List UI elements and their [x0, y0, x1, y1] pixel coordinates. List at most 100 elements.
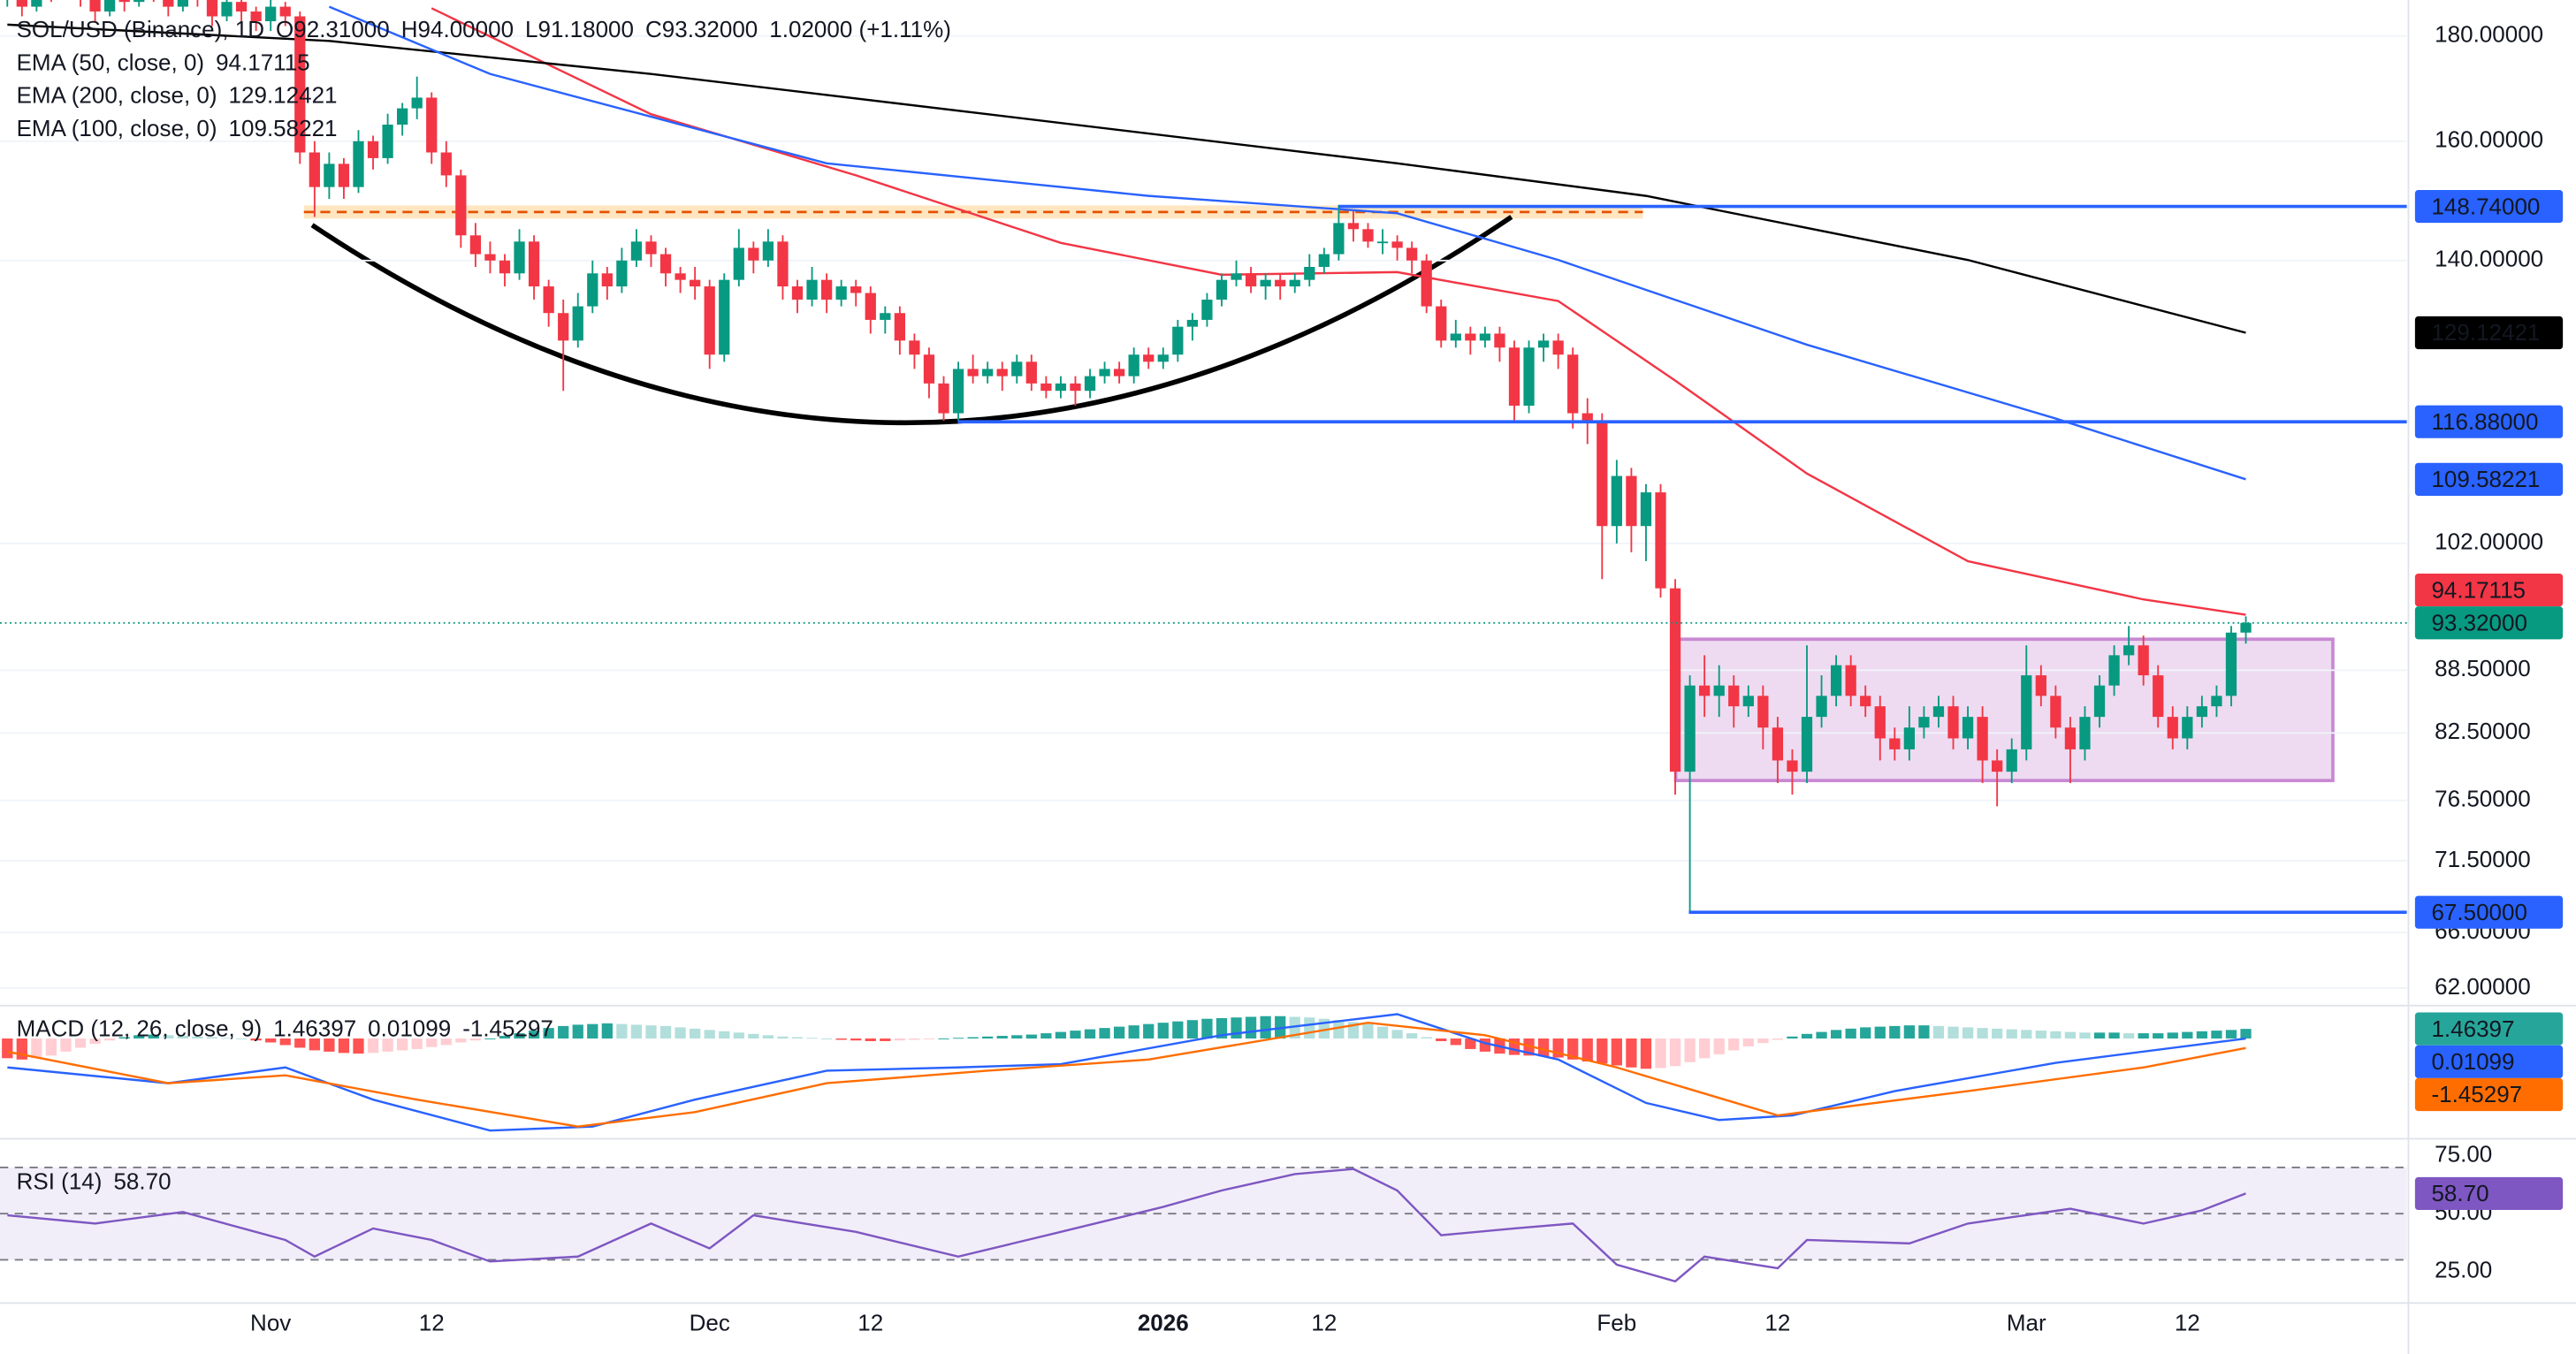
histogram-bar — [31, 1038, 42, 1059]
histogram-bar — [133, 1035, 145, 1039]
candle-body — [1889, 738, 1901, 749]
histogram-bar — [469, 1038, 482, 1041]
candle-body — [1699, 685, 1711, 696]
candle-body — [397, 108, 408, 126]
histogram-bar — [1684, 1038, 1696, 1062]
histogram-bar — [894, 1038, 905, 1041]
histogram-bar — [1333, 1020, 1345, 1039]
candle-body — [1186, 319, 1199, 327]
histogram-bar — [1011, 1035, 1023, 1039]
candle-body — [1713, 685, 1725, 696]
candle-body — [1055, 383, 1067, 392]
legend-value: -1.45297 — [462, 1016, 553, 1042]
histogram-bar — [440, 1038, 452, 1046]
histogram-bar — [1289, 1016, 1300, 1039]
price-tag — [2414, 1077, 2564, 1112]
ohlc-value: 1.02000 (+1.11%) — [769, 16, 951, 42]
candle-body — [835, 286, 847, 300]
histogram-bar — [1567, 1038, 1579, 1060]
histogram-bar — [1143, 1023, 1155, 1039]
legend-value: 1.46397 — [273, 1016, 356, 1042]
histogram-bar — [1918, 1025, 1930, 1039]
histogram-bar — [324, 1038, 335, 1052]
macd-line — [7, 1021, 2246, 1128]
legend-value: 129.12421 — [229, 82, 338, 109]
legend-value: 94.17115 — [216, 49, 310, 75]
x-tick-label: 12 — [1764, 1309, 1790, 1335]
candle-body — [2021, 675, 2032, 749]
candle-body — [514, 241, 525, 274]
histogram-bar — [2167, 1032, 2178, 1039]
y-tick-label: 88.50000 — [2435, 655, 2530, 681]
candle-body — [1830, 665, 1842, 696]
candle-body — [1611, 475, 1622, 527]
histogram-bar — [1992, 1028, 2003, 1039]
histogram-bar — [45, 1038, 57, 1056]
price-tag-label: 148.74000 — [2431, 193, 2540, 219]
y-tick-label: 140.00000 — [2435, 246, 2543, 272]
candle-body — [996, 369, 1008, 377]
price-tag-label: 67.50000 — [2431, 899, 2526, 925]
price-tag — [2414, 895, 2564, 929]
candle-body — [1128, 354, 1139, 377]
candle-body — [1376, 241, 1389, 244]
candle-body — [324, 164, 335, 187]
histogram-bar — [1801, 1033, 1813, 1039]
candle-body — [1684, 685, 1696, 772]
histogram-bar — [1816, 1031, 1827, 1039]
x-tick-label: 12 — [857, 1309, 883, 1335]
candle-body — [279, 6, 291, 17]
histogram-bar — [2211, 1031, 2222, 1039]
histogram-bar — [880, 1038, 891, 1042]
histogram-bar — [996, 1036, 1008, 1039]
candle-body — [1347, 223, 1360, 230]
histogram-bar — [645, 1025, 657, 1039]
histogram-bar — [74, 1038, 87, 1048]
price-tag — [2414, 189, 2564, 224]
histogram-bar — [1860, 1027, 1871, 1039]
candle-body — [630, 241, 643, 261]
candle-body — [806, 279, 818, 300]
histogram-bar — [762, 1035, 774, 1039]
histogram-bar — [2108, 1032, 2120, 1039]
price-tag — [2414, 1012, 2564, 1046]
price-tag-label: 116.88000 — [2431, 408, 2538, 435]
candle-body — [1992, 760, 2003, 772]
histogram-bar — [148, 1034, 159, 1039]
histogram-bar — [1830, 1030, 1842, 1039]
histogram-bar — [2021, 1030, 2032, 1039]
x-tick-label: 2026 — [1138, 1309, 1189, 1335]
candle-body — [2064, 727, 2077, 749]
candle-body — [1099, 369, 1110, 377]
histogram-bar — [1391, 1030, 1403, 1039]
histogram-bar — [850, 1038, 862, 1041]
histogram-bar — [1889, 1025, 1901, 1039]
histogram-bar — [1055, 1031, 1067, 1039]
candle-body — [2211, 696, 2222, 707]
candle-body — [704, 286, 715, 355]
candle-body — [1421, 260, 1432, 307]
histogram-bar — [60, 1038, 72, 1052]
price-tag — [2414, 316, 2564, 350]
y-tick-label: 76.50000 — [2435, 786, 2530, 812]
ema-line — [431, 7, 2246, 616]
histogram-bar — [630, 1024, 643, 1039]
histogram-bar — [558, 1025, 569, 1039]
x-tick-label: 12 — [2175, 1309, 2200, 1335]
histogram-bar — [1597, 1038, 1608, 1064]
legend-name: EMA (100, close, 0) — [17, 115, 217, 141]
histogram-bar — [1172, 1021, 1184, 1039]
histogram-bar — [2064, 1031, 2077, 1039]
candle-body — [1406, 247, 1418, 261]
candle-body — [1333, 223, 1345, 255]
candle-body — [1070, 383, 1081, 392]
histogram-bar — [1947, 1026, 1959, 1039]
histogram-bar — [1713, 1038, 1725, 1054]
candle-body — [1816, 696, 1827, 718]
candle-body — [1275, 279, 1286, 287]
candle-body — [1787, 760, 1798, 772]
price-tag — [2414, 573, 2564, 607]
candle-body — [206, 0, 218, 17]
rsi-title: RSI (14) — [17, 1168, 103, 1195]
